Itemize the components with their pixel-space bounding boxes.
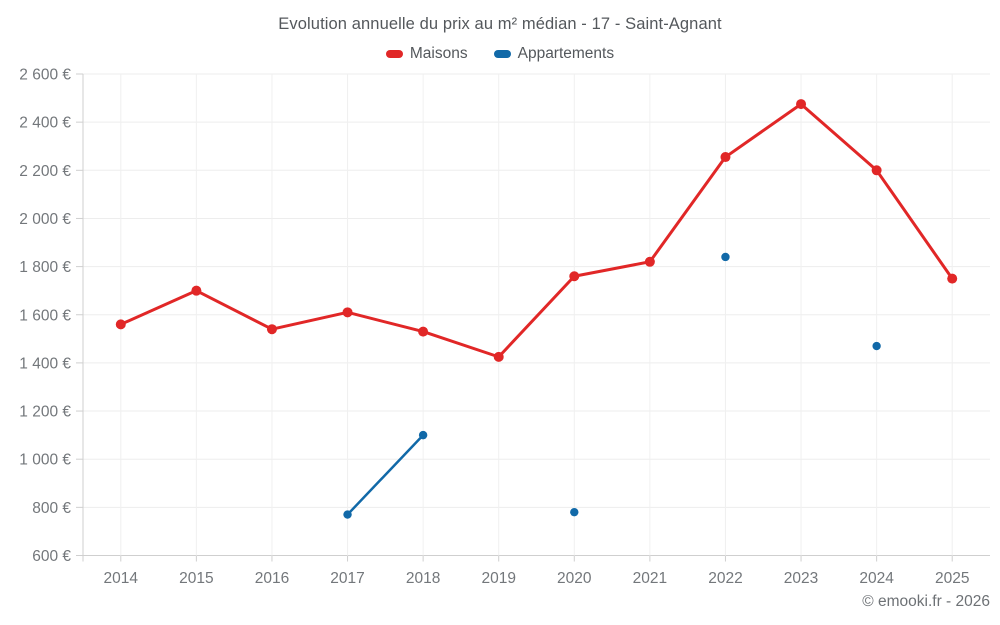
legend-swatch-maisons-icon	[385, 50, 403, 58]
point-maisons-2025[interactable]	[947, 273, 958, 284]
x-axis-label: 2025	[935, 570, 969, 587]
point-maisons-2024[interactable]	[871, 165, 882, 176]
y-axis-label: 1 400 €	[19, 355, 71, 372]
y-axis-label: 2 200 €	[19, 163, 71, 180]
legend-item-appartements[interactable]: Appartements	[493, 45, 615, 63]
grid-and-axes: 600 € 800 € 1 000 € 1 200 € 1 400 € 1 600 € 1 …	[19, 67, 990, 587]
x-axis-label: 2015	[179, 570, 213, 587]
y-axis-label: 1 000 €	[19, 452, 71, 469]
point-maisons-2022[interactable]	[720, 152, 731, 163]
legend-item-maisons[interactable]: Maisons	[385, 45, 468, 63]
point-maisons-2015[interactable]	[191, 285, 202, 296]
y-axis-label: 1 600 €	[19, 307, 71, 324]
x-axis-label: 2020	[557, 570, 592, 587]
x-axis-label: 2017	[330, 570, 364, 587]
x-axis-label: 2022	[708, 570, 742, 587]
copyright-text: © emooki.fr - 2026	[862, 593, 990, 610]
x-axis-label: 2023	[784, 570, 818, 587]
legend-swatch-appartements-icon	[493, 50, 511, 58]
point-maisons-2018[interactable]	[418, 326, 429, 337]
legend-label-appartements: Appartements	[517, 45, 615, 62]
series-maisons	[115, 99, 958, 362]
y-axis-label: 2 400 €	[19, 115, 71, 132]
point-maisons-2016[interactable]	[266, 324, 277, 335]
chart-legend: Maisons Appartements	[0, 45, 1000, 63]
point-maisons-2023[interactable]	[796, 99, 807, 110]
point-maisons-2020[interactable]	[569, 271, 580, 282]
x-axis-label: 2016	[255, 570, 289, 587]
point-maisons-2017[interactable]	[342, 307, 353, 318]
y-axis-label: 1 800 €	[19, 259, 71, 276]
x-axis-label: 2024	[859, 570, 894, 587]
point-appartements-2018[interactable]	[418, 430, 428, 440]
point-appartements-2020[interactable]	[570, 507, 579, 517]
point-appartements-2017[interactable]	[343, 510, 352, 519]
x-axis-label: 2014	[104, 570, 139, 587]
chart-title: Evolution annuelle du prix au m² médian …	[278, 15, 722, 33]
y-axis-label: 600 €	[32, 548, 71, 565]
point-appartements-2024[interactable]	[872, 341, 881, 351]
y-axis-label: 1 200 €	[19, 404, 71, 421]
y-axis-label: 2 000 €	[19, 211, 71, 228]
legend-label-maisons: Maisons	[409, 45, 468, 62]
y-axis-label: 800 €	[32, 500, 71, 517]
y-axis-label: 2 600 €	[19, 67, 71, 84]
point-maisons-2021[interactable]	[644, 256, 655, 267]
series-appartements	[343, 252, 881, 519]
point-maisons-2014[interactable]	[115, 319, 126, 330]
point-maisons-2019[interactable]	[493, 351, 504, 362]
x-axis-label: 2021	[633, 570, 667, 587]
point-appartements-2022[interactable]	[721, 252, 730, 262]
x-axis-label: 2019	[481, 570, 515, 587]
x-axis-label: 2018	[406, 570, 440, 587]
